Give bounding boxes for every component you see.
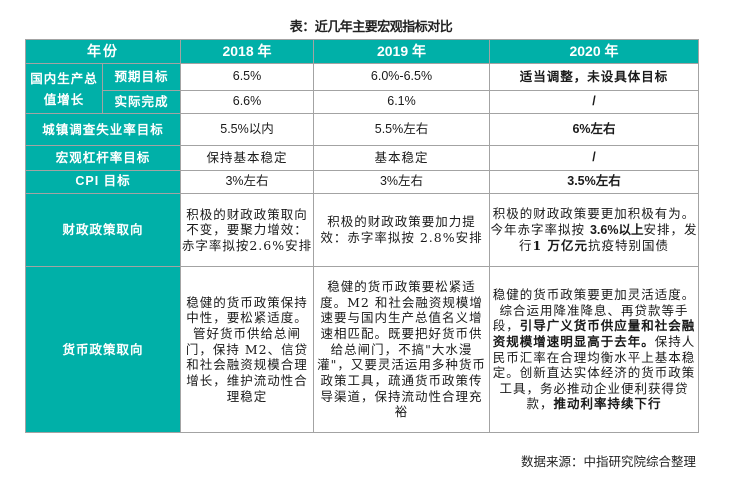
header-2019: 2019 年 xyxy=(313,39,490,64)
table-row: 财政政策取向 积极的财政政策取向不变，要聚力增效：赤字率拟按2.6%安排 积极的… xyxy=(25,193,699,267)
unemployment-2020: 6%左右 xyxy=(489,113,699,146)
cpi-2019: 3%左右 xyxy=(313,170,490,194)
unemployment-2018: 5.5%以内 xyxy=(180,113,314,146)
cpi-label: CPI 目标 xyxy=(25,170,181,194)
gdp-target-label: 预期目标 xyxy=(102,63,181,91)
leverage-2020: / xyxy=(489,145,699,171)
fiscal-2018: 积极的财政政策取向不变，要聚力增效：赤字率拟按2.6%安排 xyxy=(180,193,314,267)
table-row: 实际完成 6.6% 6.1% / xyxy=(26,90,699,114)
unemployment-label: 城镇调查失业率目标 xyxy=(25,113,181,146)
monetary-2019: 稳健的货币政策要松紧适度。M2 和社会融资规模增速要与国内生产总值名义增速相匹配… xyxy=(313,266,490,433)
leverage-2019: 基本稳定 xyxy=(313,145,490,171)
gdp-actual-2018: 6.6% xyxy=(180,90,314,114)
header-2018: 2018 年 xyxy=(180,39,314,64)
header-row: 年份 2018 年 2019 年 2020 年 xyxy=(25,39,699,64)
gdp-actual-2019: 6.1% xyxy=(313,90,490,114)
table-row: CPI 目标 3%左右 3%左右 3.5%左右 xyxy=(25,170,699,194)
gdp-actual-label: 实际完成 xyxy=(102,90,181,114)
leverage-label: 宏观杠杆率目标 xyxy=(25,145,181,171)
header-year-label: 年份 xyxy=(25,39,181,64)
header-2020: 2020 年 xyxy=(489,39,699,64)
table-row: 宏观杠杆率目标 保持基本稳定 基本稳定 / xyxy=(25,145,699,171)
monetary-2020: 稳健的货币政策要更加灵活适度。综合运用降准降息、再贷款等手段，引导广义货币供应量… xyxy=(489,266,699,433)
macro-indicators-table: 年份 2018 年 2019 年 2020 年 国内生产总值增长 预期目标 6.… xyxy=(25,39,699,433)
table-title: 表：近几年主要宏观指标对比 xyxy=(289,20,453,35)
table-row: 城镇调查失业率目标 5.5%以内 5.5%左右 6%左右 xyxy=(25,113,699,146)
fiscal-2020: 积极的财政政策要更加积极有为。今年赤字率拟按 3.6%以上安排，发行1 万亿元抗… xyxy=(489,193,699,267)
table-row: 国内生产总值增长 预期目标 6.5% 6.0%-6.5% 适当调整，未设具体目标 xyxy=(25,63,699,114)
cpi-2018: 3%左右 xyxy=(180,170,314,194)
gdp-target-2019: 6.0%-6.5% xyxy=(313,63,490,91)
data-source-note: 数据来源：中指研究院综合整理 xyxy=(520,454,696,469)
monetary-label: 货币政策取向 xyxy=(25,266,181,433)
cpi-2020: 3.5%左右 xyxy=(489,170,699,194)
gdp-target-2018: 6.5% xyxy=(180,63,314,91)
fiscal-2019: 积极的财政政策要加力提效：赤字率拟按 2.8%安排 xyxy=(313,193,490,267)
gdp-target-2020: 适当调整，未设具体目标 xyxy=(489,63,699,91)
gdp-actual-2020: / xyxy=(489,90,699,114)
leverage-2018: 保持基本稳定 xyxy=(180,145,314,171)
unemployment-2019: 5.5%左右 xyxy=(313,113,490,146)
gdp-group-label: 国内生产总值增长 xyxy=(25,63,103,114)
monetary-2018: 稳健的货币政策保持中性，要松紧适度。管好货币供给总闸门，保持 M2、信贷和社会融… xyxy=(180,266,314,433)
fiscal-label: 财政政策取向 xyxy=(25,193,181,267)
table-row: 货币政策取向 稳健的货币政策保持中性，要松紧适度。管好货币供给总闸门，保持 M2… xyxy=(25,266,699,433)
